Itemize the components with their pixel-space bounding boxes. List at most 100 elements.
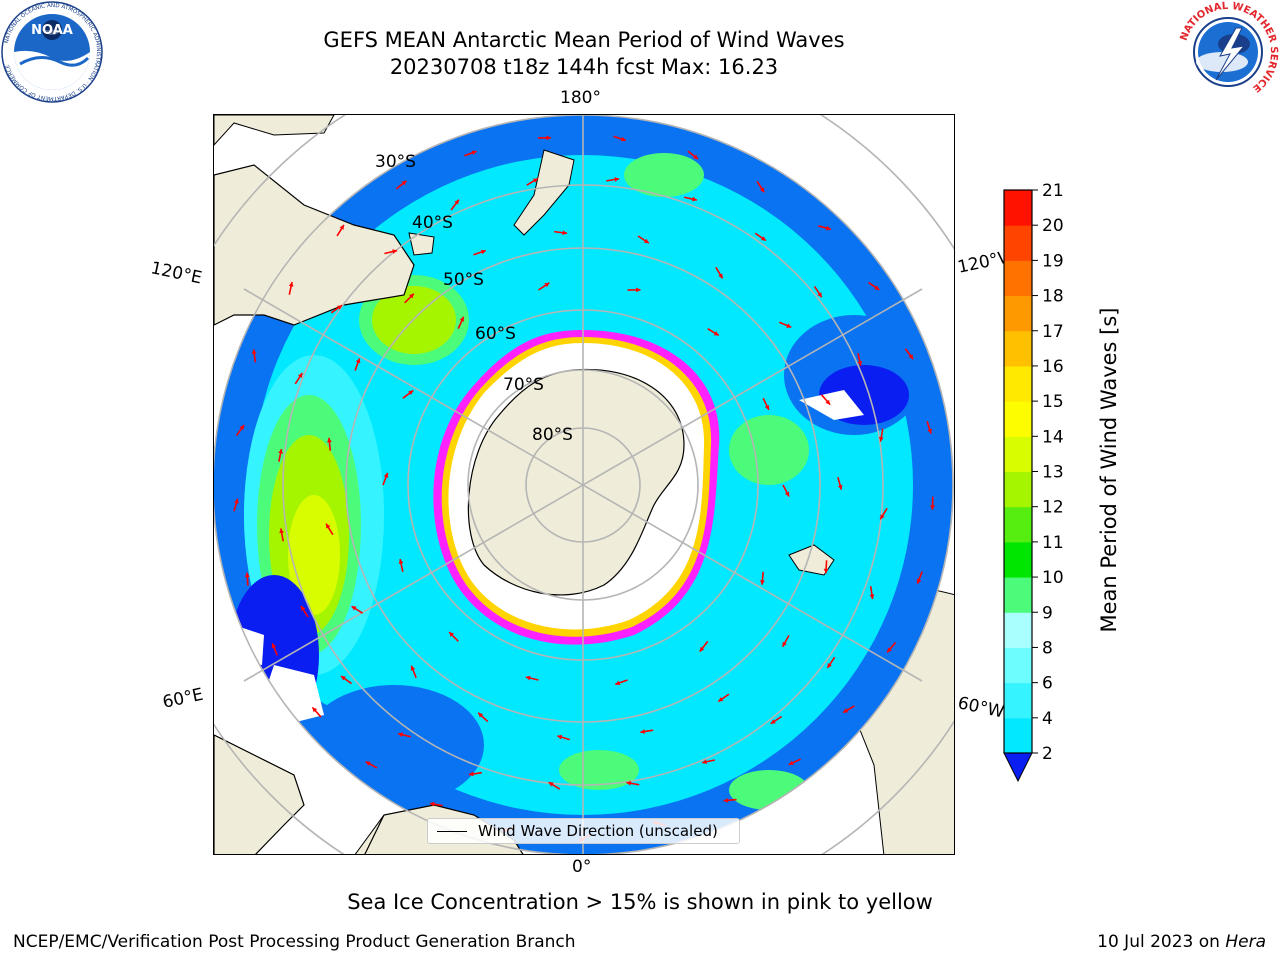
- wind-arrow-head: [825, 399, 831, 405]
- wind-arrow-head: [874, 285, 880, 290]
- wind-arrow-head: [525, 675, 531, 681]
- noaa-logo: NOAA NATIONAL OCEANIC AND ATMOSPHERIC AD…: [1, 1, 103, 103]
- wind-arrow-head: [251, 349, 257, 354]
- islands: [408, 149, 835, 576]
- legend-label: Wind Wave Direction (unscaled): [478, 822, 718, 840]
- wind-arrow-head: [908, 354, 914, 360]
- colorbar-blocks: [1003, 189, 1033, 783]
- colorbar-block: [1004, 225, 1032, 261]
- wind-arrow-head: [786, 323, 792, 328]
- colorbar-block: [1004, 330, 1032, 367]
- wind-arrow-head: [327, 437, 332, 443]
- colorbar-block: [1004, 682, 1032, 719]
- wind-arrow-head: [827, 662, 832, 668]
- colorbar-extend-arrow: [1003, 752, 1033, 783]
- wind-arrow-head: [788, 760, 794, 765]
- wind-arrow-head: [480, 249, 486, 255]
- wind-arrow-head: [468, 771, 474, 777]
- wind-arrow-head: [826, 225, 831, 231]
- wind-arrow-head: [234, 498, 239, 504]
- wind-arrow-head: [239, 425, 245, 430]
- wind-arrow-head: [429, 801, 435, 807]
- wind-arrow-head: [398, 732, 403, 738]
- noaa-logo-text: NOAA: [31, 23, 73, 38]
- lat-label-70s: 70°S: [503, 375, 544, 395]
- wind-arrow-head: [454, 199, 459, 205]
- wind-arrow-head: [718, 697, 724, 702]
- footer-date-text: 10 Jul 2023 on: [1097, 932, 1226, 952]
- wind-arrow-head: [449, 632, 454, 637]
- wind-arrow-head: [837, 484, 843, 490]
- wind-arrow-head: [459, 316, 464, 322]
- sea-ice-note: Sea Ice Concentration > 15% is shown in …: [347, 890, 933, 914]
- colorbar-block: [1004, 647, 1032, 684]
- colorbar-block: [1004, 612, 1032, 648]
- colorbar-block: [1004, 541, 1032, 578]
- wind-arrow-head: [401, 180, 407, 186]
- wind-arrow-head: [409, 293, 414, 299]
- wind-arrow-head: [471, 150, 477, 156]
- lat-label-30s: 30°S: [375, 152, 416, 172]
- wind-arrow-head: [640, 729, 646, 734]
- wind-arrow-head: [288, 281, 294, 287]
- colorbar-tick-label: 21: [1042, 181, 1064, 201]
- wind-arrow-head: [383, 472, 389, 478]
- lat-label-40s: 40°S: [412, 213, 453, 233]
- wind-arrow-head: [336, 305, 342, 310]
- footer-machine: Hera: [1225, 932, 1266, 952]
- lat-label-50s: 50°S: [443, 270, 484, 290]
- wind-arrow-head: [355, 358, 361, 364]
- wind-arrow-head: [857, 361, 863, 366]
- wind-arrow-head: [392, 249, 398, 254]
- wind-arrow-head: [532, 178, 538, 183]
- colorbar-block: [1004, 471, 1032, 508]
- wind-arrow-head: [544, 282, 550, 288]
- wind-arrow-head: [843, 708, 849, 713]
- colorbar-tick-label: 9: [1042, 603, 1053, 623]
- wind-arrow-head: [930, 505, 935, 510]
- wind-arrow-head: [713, 331, 719, 336]
- footer-date: 10 Jul 2023 on Hera: [1097, 932, 1266, 952]
- antarctica: [433, 330, 720, 645]
- colorbar-tick-label: 10: [1042, 568, 1064, 588]
- colorbar-tick-label: 2: [1042, 744, 1053, 764]
- wind-arrow-head: [557, 734, 563, 740]
- wind-arrow-head: [478, 712, 484, 718]
- wind-arrow-head: [692, 196, 697, 202]
- wave-period-field: [229, 153, 924, 810]
- wind-arrow-head: [782, 641, 787, 647]
- colorbar-ticks: 2 4 6 8 9 10 11 12 13 14 15 16 17 18 19 20 21: [1032, 181, 1064, 764]
- colorbar-label: Mean Period of Wind Waves [s]: [1097, 307, 1121, 633]
- colorbar-tick-label: 4: [1042, 709, 1053, 729]
- colorbar-block: [1004, 365, 1032, 402]
- wind-arrow-head: [693, 154, 699, 160]
- wind-arrow-head: [398, 559, 404, 564]
- colorbar-tick-label: 11: [1042, 533, 1064, 553]
- wind-arrow-head: [723, 797, 729, 803]
- colorbar-block: [1004, 190, 1032, 226]
- wind-arrow-head: [365, 761, 371, 766]
- wind-arrow-head: [880, 514, 885, 520]
- wind-arrow-head: [339, 224, 344, 230]
- colorbar-tick-label: 8: [1042, 638, 1053, 658]
- wind-arrow-head: [764, 404, 770, 410]
- wind-arrow-head: [271, 643, 277, 649]
- wind-arrow-head: [615, 680, 621, 686]
- lon-label-0: 0°: [572, 857, 592, 877]
- wind-arrow-head: [297, 372, 303, 378]
- wind-arrow-head: [301, 605, 306, 611]
- map-legend: Wind Wave Direction (unscaled): [427, 818, 740, 844]
- wind-arrow-head: [759, 187, 765, 193]
- wind-arrow-head: [927, 428, 932, 434]
- wind-arrow-head: [916, 578, 922, 584]
- colorbar-tick-label: 12: [1042, 498, 1064, 518]
- colorbar-block: [1004, 506, 1032, 543]
- colorbar-block: [1004, 577, 1032, 613]
- wind-arrow-head: [279, 528, 284, 534]
- wind-arrow-head: [760, 580, 765, 585]
- nws-logo: NATIONAL WEATHER SERVICE: [1178, 1, 1279, 102]
- colorbar-block: [1004, 295, 1032, 332]
- legend-line-swatch: [437, 831, 467, 832]
- wind-arrow-head: [620, 136, 626, 142]
- lon-label-60e: 60°E: [160, 684, 206, 713]
